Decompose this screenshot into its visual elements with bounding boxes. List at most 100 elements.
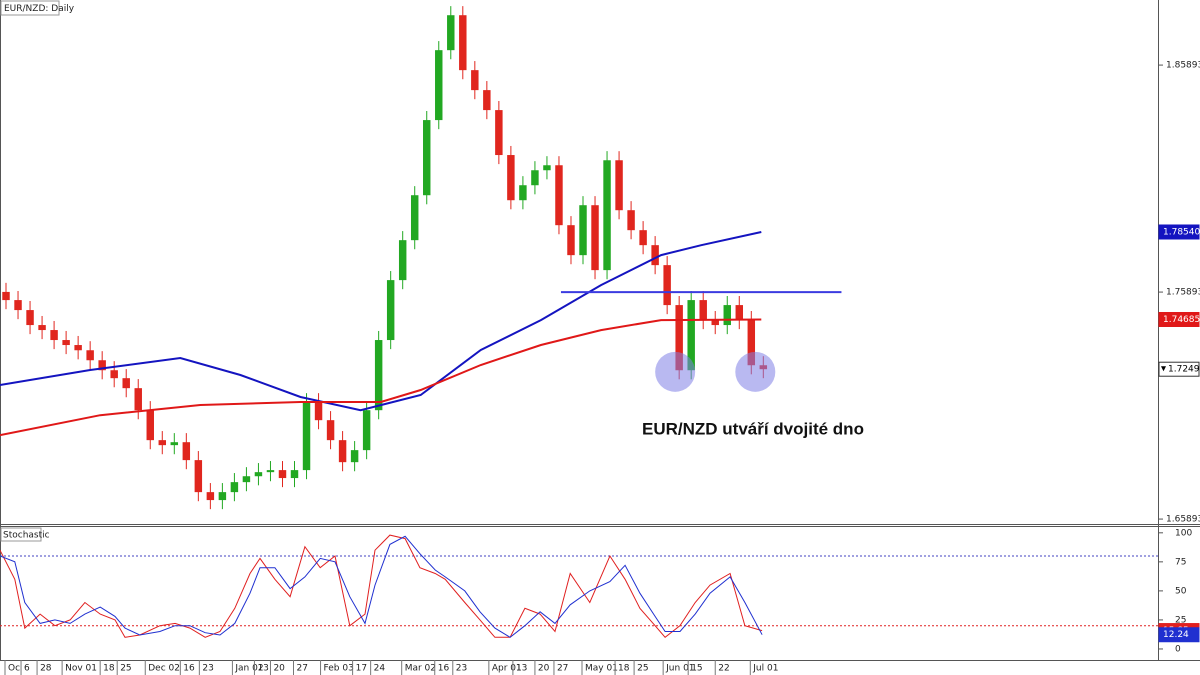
stochastic-line xyxy=(0,535,763,638)
annotation: EUR/NZD utváří dvojité dno xyxy=(642,419,864,438)
x-tick-label: Mar 02 xyxy=(405,664,436,674)
candle-body xyxy=(230,482,239,493)
candle-body xyxy=(651,245,659,266)
x-tick-label: 25 xyxy=(120,664,131,674)
candle-body xyxy=(38,325,46,331)
x-tick-label: 15 xyxy=(691,664,702,674)
x-tick-label: 18 xyxy=(103,664,115,674)
candle-body xyxy=(302,402,311,471)
candle-body xyxy=(122,378,130,389)
candle-body xyxy=(675,305,683,371)
candle-body xyxy=(242,476,251,483)
x-tick-label: 24 xyxy=(374,664,386,674)
candle-body xyxy=(14,300,22,311)
candle-body xyxy=(423,120,431,196)
x-tick-label: Jan 02 xyxy=(234,664,263,674)
candle-body xyxy=(519,185,527,201)
y-tick-label: 1.85893 xyxy=(1166,61,1200,71)
candle-body xyxy=(410,195,419,241)
x-tick-label: Dec 02 xyxy=(148,664,180,674)
candle-body xyxy=(206,492,215,501)
candle-body xyxy=(170,442,179,446)
y-tick-label: 50 xyxy=(1175,586,1187,596)
candle-body xyxy=(62,340,70,346)
x-tick-label: 28 xyxy=(40,664,52,674)
ma-last-label-bg xyxy=(1158,311,1200,327)
x-tick-label: 27 xyxy=(557,664,568,674)
x-tick-label: 6 xyxy=(24,664,30,674)
candle-body xyxy=(194,460,203,493)
candle-body xyxy=(435,50,443,121)
indicator-box xyxy=(0,527,42,542)
candle-body xyxy=(398,240,407,281)
candle-body xyxy=(495,110,503,156)
x-tick-label: 16 xyxy=(183,664,195,674)
x-tick-label: 20 xyxy=(273,664,285,674)
candle-body xyxy=(459,15,467,71)
x-tick-label: Jun 01 xyxy=(665,664,694,674)
candle-body xyxy=(447,15,455,51)
x-tick-label: 13 xyxy=(516,664,527,674)
candle-body xyxy=(218,492,227,501)
candle-body xyxy=(278,470,287,479)
candle-body xyxy=(543,165,551,171)
candle-body xyxy=(483,90,491,111)
candle-body xyxy=(711,320,719,326)
x-tick-label: 18 xyxy=(618,664,630,674)
candle-body xyxy=(362,410,371,451)
x-tick-label: 23 xyxy=(456,664,467,674)
candle-body xyxy=(723,305,731,326)
candle-body xyxy=(146,410,154,441)
candle-body xyxy=(158,440,167,446)
candle-body xyxy=(2,291,10,301)
candle-body xyxy=(266,470,275,473)
x-tick-label: 23 xyxy=(202,664,213,674)
candle-body xyxy=(699,300,707,321)
symbol-box xyxy=(0,0,60,16)
ma-last-label-bg xyxy=(1158,224,1200,240)
candle-body xyxy=(386,280,395,341)
candle-body xyxy=(98,360,106,371)
indicator-title: Stochastic xyxy=(3,531,50,541)
candle-body xyxy=(747,320,756,366)
ma-last-label: 1.78540 xyxy=(1163,227,1200,237)
x-tick-label: Jul 01 xyxy=(752,664,778,674)
x-tick-label: May 01 xyxy=(585,664,618,674)
candle-body xyxy=(579,205,587,256)
x-tick-label: Feb 03 xyxy=(324,664,354,674)
x-tick-label: 22 xyxy=(718,664,729,674)
y-tick-label: 1.65893 xyxy=(1166,515,1200,525)
y-tick-label: 25 xyxy=(1175,615,1186,625)
candle-body xyxy=(182,442,191,461)
x-tick-label: 13 xyxy=(257,664,268,674)
candle-body xyxy=(290,470,299,479)
candle-body xyxy=(50,330,58,341)
last-price-label-bg xyxy=(1158,361,1200,377)
x-tick-label: 25 xyxy=(637,664,648,674)
stochastic-last-label-bg xyxy=(1158,627,1200,643)
candle-body xyxy=(326,420,335,441)
stochastic-line xyxy=(0,534,763,638)
y-tick-label: 100 xyxy=(1175,528,1192,538)
candle-body xyxy=(74,345,82,351)
candle-body xyxy=(615,160,623,211)
candle-body xyxy=(374,340,383,411)
x-tick-label: 16 xyxy=(438,664,450,674)
candle-body xyxy=(86,350,94,361)
candle-body xyxy=(314,402,323,421)
x-tick-label: 20 xyxy=(538,664,550,674)
candle-body xyxy=(531,170,539,186)
candle-body xyxy=(507,155,515,201)
x-tick-label: Oc xyxy=(8,664,20,674)
last-price-arrow xyxy=(1161,366,1166,372)
candle-body xyxy=(663,265,671,306)
y-tick-label: 1.75893 xyxy=(1166,288,1200,298)
candle-body xyxy=(603,160,611,271)
stochastic-last-label: 12.24 xyxy=(1163,630,1189,640)
candle-body xyxy=(26,310,34,326)
chart-title: EUR/NZD: Daily xyxy=(4,4,75,14)
candle-body xyxy=(687,300,695,371)
last-price-label: 1.72495 xyxy=(1168,365,1200,375)
